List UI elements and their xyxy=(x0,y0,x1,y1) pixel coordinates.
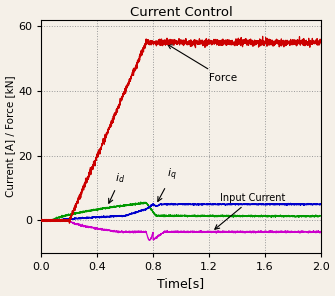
Text: $i_d$: $i_d$ xyxy=(109,171,126,203)
Text: Input Current: Input Current xyxy=(215,193,285,229)
Text: $i_q$: $i_q$ xyxy=(158,167,177,201)
Y-axis label: Current [A] / Force [kN]: Current [A] / Force [kN] xyxy=(6,75,15,197)
Text: Force: Force xyxy=(168,44,237,83)
Title: Current Control: Current Control xyxy=(130,6,232,19)
X-axis label: Time[s]: Time[s] xyxy=(157,277,205,290)
